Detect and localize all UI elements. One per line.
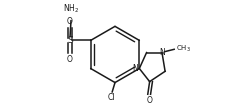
Text: Cl: Cl <box>107 93 114 102</box>
Text: N: N <box>158 48 164 57</box>
Text: S: S <box>67 36 73 45</box>
Text: O: O <box>67 55 73 64</box>
Text: NH$_2$: NH$_2$ <box>63 2 79 15</box>
Text: CH$_3$: CH$_3$ <box>175 44 190 54</box>
Text: O: O <box>67 17 73 26</box>
Text: O: O <box>146 96 151 105</box>
Text: N: N <box>132 63 137 73</box>
